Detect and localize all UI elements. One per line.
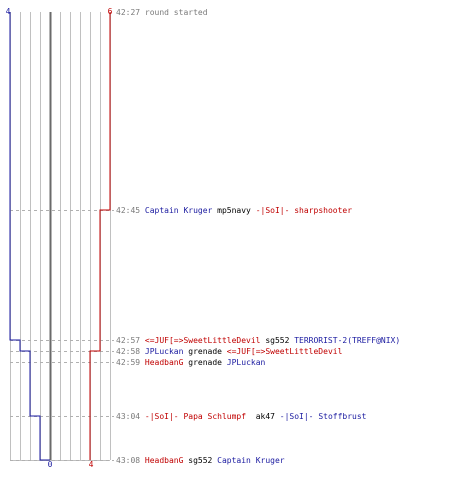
event-text-part: TERRORIST-2(TREFF@NIX) (294, 336, 400, 345)
event-log-row: 42:58 JPLuckan grenade <=JUF[=>SweetLitt… (116, 347, 343, 356)
blue-alive-line (9, 12, 50, 461)
event-time: 43:04 (116, 412, 145, 421)
score-labels: 4 6 0 4 (6, 7, 113, 469)
event-log-row: 42:27 round started (116, 8, 208, 17)
event-text-part: HeadbanG (145, 456, 184, 465)
event-log-row: 42:45 Captain Kruger mp5navy -|SoI|- sha… (116, 206, 352, 215)
event-log-row: 42:57 <=JUF[=>SweetLittleDevil sg552 TER… (116, 336, 400, 345)
event-text-part: Captain Kruger (145, 206, 213, 215)
event-text-part: sg552 (261, 336, 295, 345)
player-grid (10, 12, 111, 461)
event-text-part: HeadbanG (145, 358, 184, 367)
event-text-part: sg552 (183, 456, 217, 465)
event-log-row: 43:08 HeadbanG sg552 Captain Kruger (116, 456, 285, 465)
event-log: 42:27 round started 42:45 Captain Kruger … (116, 8, 400, 465)
event-text-part: -|SoI|- sharpshooter (256, 206, 353, 215)
event-text-part: -|SoI|- Papa Schlumpf (145, 412, 246, 421)
red-top-score: 6 (108, 7, 113, 16)
event-text-part: round started (145, 8, 208, 17)
red-bottom-score: 4 (89, 460, 94, 469)
event-dash-lines (10, 210, 114, 461)
event-time: 42:59 (116, 358, 145, 367)
event-text-part: JPLuckan (227, 358, 266, 367)
event-log-row: 43:04 -|SoI|- Papa Schlumpf ak47 -|SoI|-… (116, 412, 367, 421)
event-time: 42:27 (116, 8, 145, 17)
event-text-part: Captain Kruger (217, 456, 285, 465)
event-text-part: grenade (183, 358, 226, 367)
event-text-part: grenade (183, 347, 226, 356)
event-time: 42:58 (116, 347, 145, 356)
event-text-part: JPLuckan (145, 347, 184, 356)
alive-step-lines (9, 12, 111, 461)
event-time: 43:08 (116, 456, 145, 465)
event-time: 42:57 (116, 336, 145, 345)
event-text-part: <=JUF[=>SweetLittleDevil (227, 347, 343, 356)
red-alive-line (89, 12, 111, 460)
event-text-part: ak47 (246, 412, 280, 421)
event-text-part: <=JUF[=>SweetLittleDevil (145, 336, 261, 345)
event-time: 42:45 (116, 206, 145, 215)
blue-bottom-score: 0 (48, 460, 53, 469)
event-log-row: 42:59 HeadbanG grenade JPLuckan (116, 358, 266, 367)
event-text-part: mp5navy (212, 206, 255, 215)
blue-top-score: 4 (6, 7, 11, 16)
event-text-part: -|SoI|- Stoffbrust (280, 412, 367, 421)
